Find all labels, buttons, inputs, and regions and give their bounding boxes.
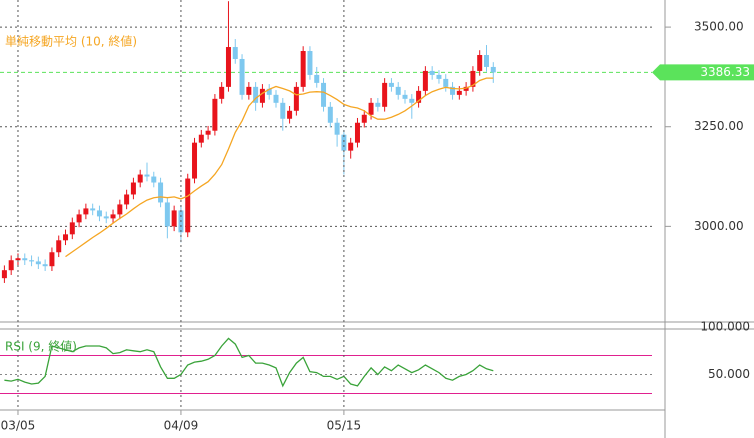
candle-body <box>246 86 252 95</box>
candle-body <box>287 110 293 119</box>
candle-body <box>382 82 388 107</box>
y-tick-label: 3250.00 <box>694 119 744 133</box>
candle-body <box>354 122 360 143</box>
candle-body <box>456 90 462 95</box>
candle-body <box>300 51 306 87</box>
candle-body <box>225 47 231 87</box>
candle-body <box>314 74 320 83</box>
candle-body <box>42 264 48 267</box>
rsi-panel <box>0 337 652 394</box>
candle-body <box>334 122 340 135</box>
candle-body <box>198 134 204 143</box>
candle-body <box>103 216 109 219</box>
candle-body <box>490 66 496 73</box>
candle-body <box>110 214 116 219</box>
candle-body <box>205 130 211 135</box>
candle-body <box>35 261 41 265</box>
candle-body <box>273 94 279 103</box>
candle-body <box>212 98 218 131</box>
candle-body <box>76 214 82 223</box>
candle-body <box>158 182 164 203</box>
candle-body <box>130 182 136 195</box>
x-tick-label: 04/09 <box>164 419 199 433</box>
y-tick-label: 100.000 <box>700 320 750 334</box>
candle-body <box>327 106 333 123</box>
candle-body <box>219 86 225 99</box>
candle-body <box>436 74 442 79</box>
candle-body <box>443 78 449 87</box>
rsi-line <box>4 337 494 388</box>
candle-body <box>483 54 489 67</box>
candle-body <box>144 174 150 177</box>
candle-body <box>137 174 143 183</box>
candle-body <box>49 252 55 267</box>
candle-body <box>402 94 408 99</box>
candle-body <box>8 260 14 271</box>
candle-body <box>470 70 476 87</box>
candle-body <box>341 134 347 151</box>
candle-body <box>280 102 286 119</box>
y-tick-label: 50.000 <box>708 367 750 381</box>
candle-body <box>259 88 265 103</box>
legend-ma: 単純移動平均 (10, 終値) <box>5 34 137 49</box>
ma-line <box>65 77 494 258</box>
candle-body <box>96 210 102 217</box>
candle-body <box>266 88 272 95</box>
candle-body <box>450 86 456 95</box>
last-price-label: 3386.33 <box>700 65 750 79</box>
candle-body <box>416 90 422 103</box>
candle-body <box>192 142 198 179</box>
candle-body <box>368 102 374 115</box>
y-tick-label: 3500.00 <box>694 20 744 34</box>
candle-body <box>409 98 415 103</box>
candle-body <box>321 82 327 107</box>
candle-body <box>69 222 75 235</box>
x-tick-label: 03/05 <box>1 419 36 433</box>
candle-body <box>171 210 177 227</box>
candle-body <box>124 194 130 205</box>
candle-body <box>164 202 170 227</box>
candle-body <box>83 208 89 215</box>
candle-body <box>232 47 238 59</box>
price-panel <box>0 1 652 283</box>
candle-body <box>15 258 21 261</box>
candle-body <box>361 114 367 123</box>
last-price-box <box>652 64 754 81</box>
candle-body <box>63 234 69 241</box>
candle-body <box>56 240 62 253</box>
candle-body <box>375 102 381 107</box>
candle-body <box>253 86 259 103</box>
legend-rsi: RSI (9, 終値) <box>5 339 77 354</box>
candle-body <box>90 208 96 211</box>
x-tick-label: 05/15 <box>327 419 362 433</box>
candle-body <box>388 82 394 87</box>
candle-body <box>22 258 28 261</box>
candle-body <box>239 58 245 95</box>
y-tick-label: 3000.00 <box>694 219 744 233</box>
candle-body <box>422 70 428 91</box>
candle-body <box>185 178 191 233</box>
candle-body <box>293 86 299 111</box>
candle-body <box>307 51 313 75</box>
candle-body <box>151 176 157 183</box>
candle-body <box>395 86 401 95</box>
candle-body <box>1 270 7 279</box>
candle-body <box>117 204 123 215</box>
candle-body <box>429 70 435 75</box>
candle-body <box>348 142 354 151</box>
candle-body <box>463 86 469 91</box>
candle-body <box>29 260 35 262</box>
candle-body <box>477 54 483 71</box>
